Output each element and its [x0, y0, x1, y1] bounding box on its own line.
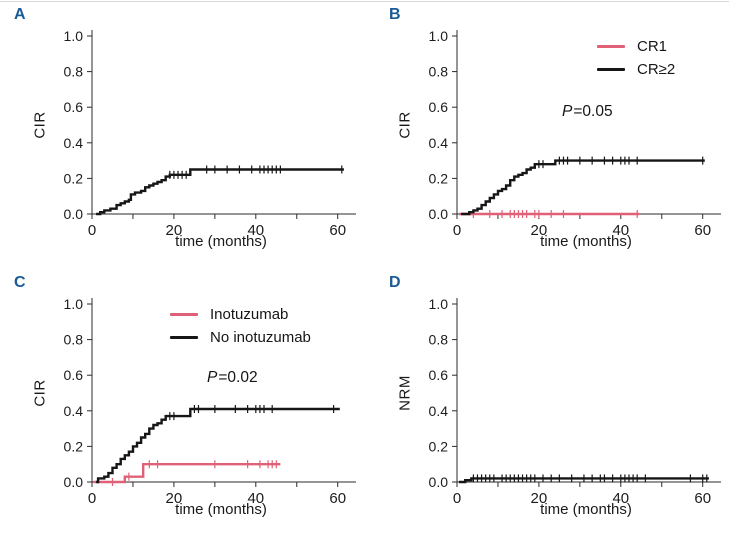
top-divider	[0, 1, 729, 2]
x-tick-label: 0	[88, 490, 96, 507]
x-axis-title: time (months)	[175, 233, 267, 250]
p-value-number: =0.02	[218, 369, 258, 386]
x-tick-label: 40	[247, 490, 264, 507]
x-tick-label: 40	[612, 222, 629, 239]
y-tick-label: 0.8	[64, 332, 84, 348]
legend: Inotuzumab No inotuzumab	[170, 306, 311, 346]
y-tick-label: 0.0	[64, 474, 84, 490]
panel-label-B: B	[389, 6, 401, 23]
legend-item-cr1: CR1	[597, 38, 675, 55]
y-tick-label: 0.4	[64, 403, 84, 419]
y-tick-label: 0.8	[64, 64, 84, 80]
y-tick-label: 0.4	[64, 135, 84, 151]
x-tick-label: 20	[531, 222, 548, 239]
legend-swatch-no-inotuzumab	[170, 336, 198, 339]
y-tick-label: 0.0	[429, 474, 449, 490]
x-tick-label: 60	[329, 222, 346, 239]
y-tick-label: 0.6	[64, 367, 84, 383]
panel-B: B CIR 0.0 0.2 0.4 0.6 0.8 1.0 0 20 40 60 CR1 CR≥2…	[365, 0, 729, 268]
nrm-plot-D: 0.0 0.2 0.4 0.6 0.8 1.0 0 20 40 60	[429, 296, 721, 507]
x-tick-label: 0	[453, 222, 461, 239]
y-tick-label: 1.0	[429, 28, 449, 44]
p-value-symbol: P	[207, 369, 218, 386]
legend-label-inotuzumab: Inotuzumab	[210, 306, 289, 323]
panel-label-A: A	[14, 6, 26, 23]
y-tick-label: 0.8	[429, 64, 449, 80]
x-tick-label: 60	[329, 490, 346, 507]
legend-swatch-cr1	[597, 45, 625, 48]
legend-swatch-cr2plus	[597, 68, 625, 71]
panel-A: A CIR 0.0 0.2 0.4 0.6 0.8 1.0 0 20 40 60 time (mo…	[0, 0, 364, 268]
x-tick-label: 40	[247, 222, 264, 239]
p-value: P=0.02	[207, 369, 258, 387]
x-tick-label: 20	[166, 222, 183, 239]
x-tick-label: 0	[88, 222, 96, 239]
legend-item-inotuzumab: Inotuzumab	[170, 306, 311, 323]
x-tick-label: 0	[453, 490, 461, 507]
x-tick-label: 60	[694, 490, 711, 507]
y-tick-label: 0.4	[429, 403, 449, 419]
x-tick-label: 20	[531, 490, 548, 507]
km-curve-cir-all-patients	[96, 168, 344, 216]
x-tick-label: 20	[166, 490, 183, 507]
y-tick-label: 0.4	[429, 135, 449, 151]
p-value-symbol: P	[562, 103, 573, 120]
y-tick-label: 0.2	[429, 170, 449, 186]
y-tick-label: 0.6	[429, 99, 449, 115]
km-curve-nrm-all-patients	[459, 477, 709, 484]
y-tick-label: 0.2	[429, 438, 449, 454]
y-tick-label: 0.6	[429, 367, 449, 383]
cir-plot-A: 0.0 0.2 0.4 0.6 0.8 1.0 0 20 40 60	[64, 28, 356, 239]
x-tick-label: 40	[612, 490, 629, 507]
x-axis-title: time (months)	[540, 233, 632, 250]
x-axis-title: time (months)	[175, 501, 267, 518]
panel-D: D NRM 0.0 0.2 0.4 0.6 0.8 1.0 0 20 40 60 time (mo…	[365, 268, 729, 536]
x-axis-title: time (months)	[540, 501, 632, 518]
legend-label-cr1: CR1	[637, 38, 668, 55]
y-tick-label: 0.0	[429, 206, 449, 222]
panel-label-C: C	[14, 274, 26, 291]
legend-label-no-inotuzumab: No inotuzumab	[210, 329, 311, 346]
y-tick-label: 0.0	[64, 206, 84, 222]
km-curve-cr-2	[461, 159, 705, 216]
legend-label-cr2plus: CR≥2	[637, 61, 676, 78]
legend: CR1 CR≥2	[597, 38, 675, 78]
p-value: P=0.05	[562, 103, 613, 121]
legend-item-cr2plus: CR≥2	[597, 61, 675, 78]
km-curve-no-inotuzumab	[96, 407, 340, 484]
y-tick-label: 0.6	[64, 99, 84, 115]
y-tick-label: 0.2	[64, 438, 84, 454]
panel-label-D: D	[389, 274, 401, 291]
y-tick-label: 1.0	[64, 296, 84, 312]
y-tick-label: 0.8	[429, 332, 449, 348]
legend-item-no-inotuzumab: No inotuzumab	[170, 329, 311, 346]
y-tick-label: 1.0	[429, 296, 449, 312]
p-value-number: =0.05	[573, 103, 613, 120]
cir-plot-B: 0.0 0.2 0.4 0.6 0.8 1.0 0 20 40 60	[429, 28, 721, 239]
panel-C: C CIR 0.0 0.2 0.4 0.6 0.8 1.0 0 20 40 60 Inotuzum…	[0, 268, 364, 536]
y-tick-label: 1.0	[64, 28, 84, 44]
y-tick-label: 0.2	[64, 170, 84, 186]
legend-swatch-inotuzumab	[170, 313, 198, 316]
x-tick-label: 60	[694, 222, 711, 239]
km-curve-inotuzumab	[94, 463, 281, 484]
cir-plot-C: 0.0 0.2 0.4 0.6 0.8 1.0 0 20 40 60	[64, 296, 356, 507]
